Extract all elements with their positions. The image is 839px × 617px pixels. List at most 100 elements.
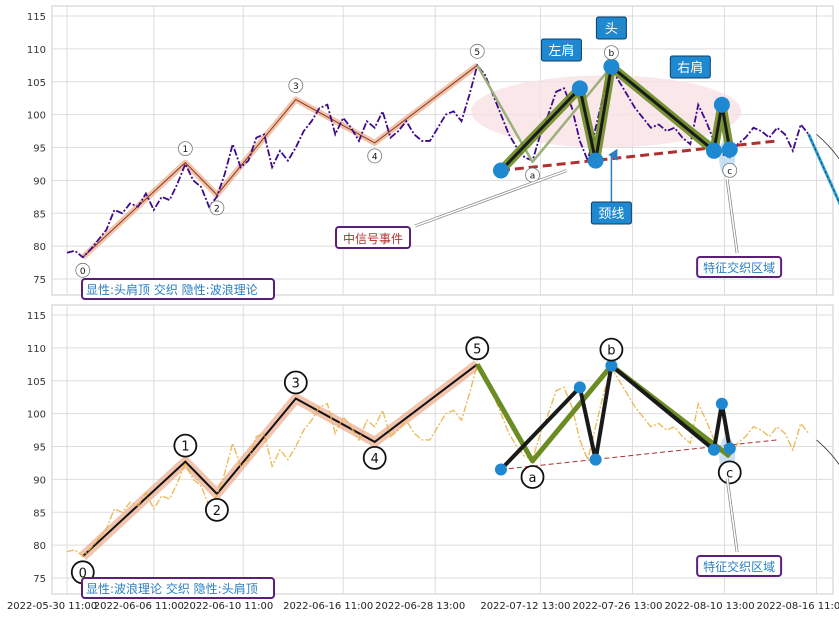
- y-tick-label: 100: [27, 111, 46, 122]
- caption-text: 显性:头肩顶 交织 隐性:波浪理论: [86, 282, 258, 297]
- caption-box: [81, 577, 275, 599]
- wave-label-1: 1: [181, 440, 189, 455]
- y-tick-label: 80: [33, 541, 46, 552]
- wave-label-0-circle: [75, 262, 91, 278]
- hs-node: [721, 141, 738, 158]
- wave-label-5: 5: [474, 48, 480, 58]
- y-tick-label: 95: [33, 443, 46, 454]
- mid-signal-pointer-inner: [414, 169, 567, 227]
- feature-region-box: [696, 555, 783, 577]
- y-tick-label: 115: [27, 311, 46, 322]
- y-tick-label: 110: [27, 45, 46, 56]
- y-tick-label: 90: [33, 475, 46, 486]
- y-tick-label: 105: [27, 377, 46, 388]
- y-tick-label: 85: [33, 209, 46, 220]
- wave-label-b-circle: [604, 45, 619, 61]
- wave-label-4-circle: [362, 445, 387, 470]
- wave-label-b: b: [609, 49, 615, 59]
- wave-label-4-circle: [367, 148, 383, 164]
- wave-label-4: 4: [371, 452, 379, 467]
- hs-node: [713, 96, 730, 113]
- head-label-box: [595, 16, 627, 40]
- y-tick-label: 85: [33, 508, 46, 519]
- wave-label-1-circle: [177, 141, 193, 157]
- forecast-dash: [808, 134, 839, 203]
- x-tick-label: 2022-07-12 13:00: [480, 601, 570, 612]
- x-tick-label: 2022-06-28 13:00: [375, 601, 465, 612]
- mid-signal-box: [335, 226, 411, 249]
- left-shoulder-label-box: [540, 38, 582, 62]
- price-series-line: [66, 362, 810, 558]
- x-tick-label: 2022-05-30 11:00: [7, 601, 97, 612]
- bottom-panel: 75 80 85 90 95 100 105 110 115 0 1 2 3 4 5 a b c 特征交织区域显性:…: [27, 304, 839, 599]
- caption-box: [81, 278, 275, 300]
- left-shoulder-label: 左肩: [548, 43, 574, 59]
- x-tick-label: 2022-08-16 11:00: [756, 601, 839, 612]
- neckline: [500, 439, 778, 471]
- wave-label-a: a: [529, 471, 537, 486]
- feature-region-label: 特征交织区域: [703, 260, 775, 275]
- feature-region-box: [696, 256, 783, 278]
- wave-label-b: b: [607, 344, 615, 359]
- right-shoulder-label-box: [669, 55, 711, 79]
- wave-label-2-circle: [209, 200, 225, 216]
- projection-arrow: [816, 134, 839, 160]
- wave-label-2: 2: [214, 204, 220, 214]
- mid-signal-label: 中信号事件: [343, 231, 403, 246]
- wave-label-5-circle: [469, 43, 485, 59]
- wave-label-5-circle: [465, 336, 490, 361]
- wave-line: [82, 64, 478, 258]
- projection-arrow: [816, 439, 839, 466]
- y-tick-label: 75: [33, 574, 46, 585]
- x-tick-label: 2022-06-16 11:00: [283, 601, 373, 612]
- wave-label-5: 5: [473, 342, 481, 357]
- y-tick-label: 105: [27, 78, 46, 89]
- wave-label-2: 2: [213, 504, 221, 519]
- price-series-line: [66, 63, 810, 259]
- hs-node: [705, 142, 722, 159]
- head-label: 头: [605, 22, 618, 37]
- hs-node: [707, 443, 720, 456]
- hs-node: [723, 442, 736, 455]
- hs-node: [573, 381, 586, 394]
- feature-region-label: 特征交织区域: [703, 559, 775, 574]
- x-tick-label: 2022-08-10 13:00: [664, 601, 754, 612]
- wave-label-0: 0: [80, 267, 86, 277]
- x-tick-label: 2022-07-26 13:00: [572, 601, 662, 612]
- y-tick-label: 75: [33, 275, 46, 286]
- y-tick-label: 115: [27, 12, 46, 23]
- wave-label-1: 1: [182, 145, 188, 155]
- feature-pointer-inner: [726, 478, 738, 553]
- y-tick-label: 100: [27, 410, 46, 421]
- top-panel: 75 80 85 90 95 100 105 110 115 0 1 2 3 4 5 a b c 特征交织区域显性:…: [27, 5, 839, 300]
- hs-node: [492, 162, 509, 179]
- hs-node: [605, 359, 618, 372]
- wave-label-c-circle: [722, 162, 738, 178]
- wave-label-0: 0: [79, 566, 87, 581]
- wave-label-4: 4: [372, 152, 378, 162]
- wave-label-c: c: [727, 167, 732, 177]
- y-tick-label: 110: [27, 344, 46, 355]
- wave-label-c: c: [726, 466, 733, 481]
- neckline-label-box: [590, 201, 632, 225]
- wave-label-2-circle: [205, 497, 229, 522]
- hs-node: [603, 58, 620, 75]
- wave-label-a-circle: [520, 465, 545, 489]
- hs-node: [715, 397, 728, 410]
- wave-label-3: 3: [292, 377, 300, 392]
- wave-label-3-circle: [283, 370, 308, 395]
- y-tick-label: 80: [33, 242, 46, 253]
- hs-node: [494, 463, 507, 476]
- x-tick-label: 2022-06-10 11:00: [183, 601, 273, 612]
- hs-node: [571, 80, 588, 97]
- wave-label-c-circle: [717, 460, 742, 485]
- y-tick-label: 90: [33, 176, 46, 187]
- right-shoulder-label: 右肩: [677, 60, 703, 76]
- y-tick-label: 95: [33, 144, 46, 155]
- caption-text: 显性:波浪理论 交织 隐性:头肩顶: [86, 581, 258, 596]
- neckline-label: 颈线: [598, 207, 624, 222]
- hs-node: [589, 453, 602, 466]
- wave-label-1-circle: [173, 433, 198, 458]
- wave-label-a: a: [530, 171, 536, 181]
